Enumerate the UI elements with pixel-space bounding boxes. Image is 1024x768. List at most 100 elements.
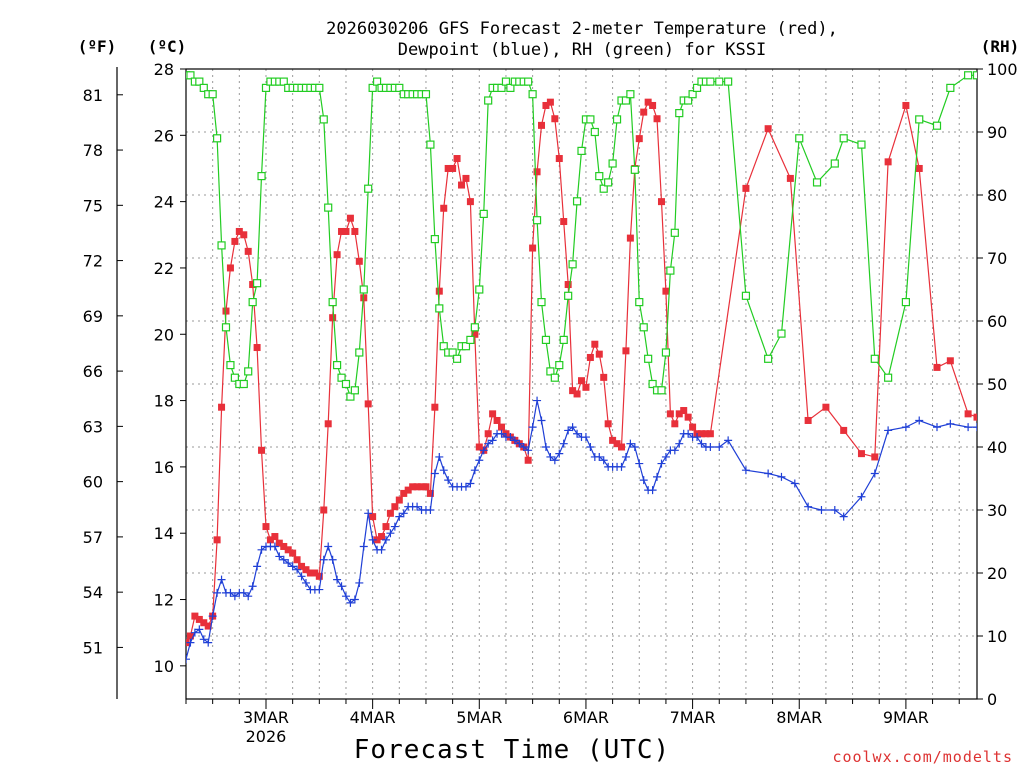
rh-point	[528, 90, 537, 99]
rh-point	[870, 354, 879, 363]
rh-point	[639, 323, 648, 332]
rh-point	[675, 108, 684, 118]
dewpoint-point	[635, 459, 644, 468]
temperature-point	[355, 257, 363, 265]
dewpoint-point	[555, 449, 564, 458]
dewpoint-line	[186, 400, 977, 660]
dewpoint-point	[279, 555, 288, 564]
rh-point	[684, 96, 693, 105]
celsius-tick-label: 26	[154, 126, 174, 145]
rh-point	[612, 115, 622, 124]
temperature-point	[329, 314, 337, 322]
rh-point	[964, 71, 973, 80]
dewpoint-point	[328, 555, 337, 564]
temperature-point	[973, 413, 977, 421]
temperature-point	[222, 307, 230, 315]
axes: 10 12 14 16 18 20 22 24 26 28 51 54 57 60 63 66 69 72 75 78…	[83, 60, 1018, 746]
celsius-tick-label: 12	[154, 591, 174, 610]
rh-point	[764, 354, 773, 363]
rh-point	[590, 127, 599, 137]
dewpoint-point	[715, 443, 724, 451]
temperature-point	[640, 108, 648, 116]
celsius-unit-label: (ºC)	[148, 37, 187, 56]
dewpoint-point	[884, 426, 893, 435]
dewpoint-point	[444, 476, 453, 485]
rh-point	[884, 373, 893, 382]
temperature-point	[400, 489, 408, 497]
dewpoint-point	[599, 456, 608, 465]
temperature-point	[675, 410, 683, 418]
dewpoint-point	[519, 443, 528, 451]
temperature-point	[649, 101, 657, 109]
dewpoint-point	[693, 433, 702, 442]
temperature-point	[564, 281, 572, 289]
dewpoint-point	[857, 492, 866, 501]
dewpoint-point	[777, 472, 786, 481]
temperature-point	[426, 489, 434, 497]
fahrenheit-tick-label: 78	[83, 141, 103, 160]
dewpoint-point	[839, 512, 848, 521]
temperature-point	[582, 383, 590, 391]
rh-point	[435, 304, 444, 313]
temperature-point	[595, 350, 603, 358]
dewpoint-point	[337, 582, 346, 591]
rh-point	[279, 77, 288, 86]
temperature-point	[391, 503, 399, 511]
dewpoint-point	[506, 433, 515, 442]
temperature-point	[569, 387, 577, 395]
temperature-point	[764, 125, 772, 133]
dewpoint-point	[319, 555, 328, 564]
dewpoint-point	[573, 429, 582, 438]
dewpoint-point	[568, 423, 577, 432]
rh-point	[448, 348, 457, 357]
dewpoint-point	[244, 592, 253, 601]
rh-point	[657, 386, 666, 395]
dewpoint-point	[213, 588, 222, 597]
temperature-point	[706, 430, 714, 438]
rh-point	[430, 235, 439, 244]
temperature-point	[462, 174, 470, 182]
dewpoint-point	[284, 559, 293, 568]
dewpoint-point	[626, 439, 635, 448]
temperature-point	[444, 164, 452, 172]
rh-point	[315, 83, 324, 93]
temperature-point	[253, 344, 261, 352]
rh-point	[355, 348, 364, 357]
rh-point	[1018, 349, 1024, 356]
rh-tick-label: 40	[987, 438, 1007, 457]
rh-unit-label: (RH)	[981, 37, 1020, 56]
temperature-point	[431, 403, 439, 411]
temperature-point	[458, 181, 466, 189]
dewpoint-point	[661, 452, 670, 461]
dewpoint-point	[537, 416, 546, 425]
temperature-point	[475, 443, 483, 451]
temperature-point	[315, 572, 323, 580]
rh-point	[546, 367, 555, 376]
dewpoint-point	[466, 479, 475, 488]
dewpoint-point	[315, 585, 324, 594]
rh-point	[372, 77, 382, 86]
rh-point	[688, 90, 697, 99]
rh-point	[244, 367, 253, 376]
rh-tick-label: 80	[987, 186, 1007, 205]
temperature-point	[666, 410, 674, 418]
temperature-point	[342, 227, 350, 235]
temperature-point	[551, 115, 559, 123]
rh-point	[506, 83, 515, 93]
rh-point	[648, 379, 657, 389]
temperature-point	[266, 536, 274, 544]
dewpoint-point	[546, 452, 555, 461]
dewpoint-point	[595, 452, 604, 461]
temperature-point	[244, 247, 252, 255]
rh-point	[479, 209, 488, 218]
temperature-point	[822, 403, 830, 411]
temperature-point	[742, 184, 750, 192]
temperature-point	[351, 227, 359, 235]
rh-point	[795, 134, 804, 143]
dewpoint-point	[439, 466, 448, 475]
fahrenheit-tick-label: 54	[83, 583, 103, 602]
temperature-point	[333, 251, 341, 259]
celsius-tick-label: 10	[154, 657, 174, 676]
dewpoint-point	[395, 512, 404, 521]
temperature-point	[271, 533, 279, 541]
